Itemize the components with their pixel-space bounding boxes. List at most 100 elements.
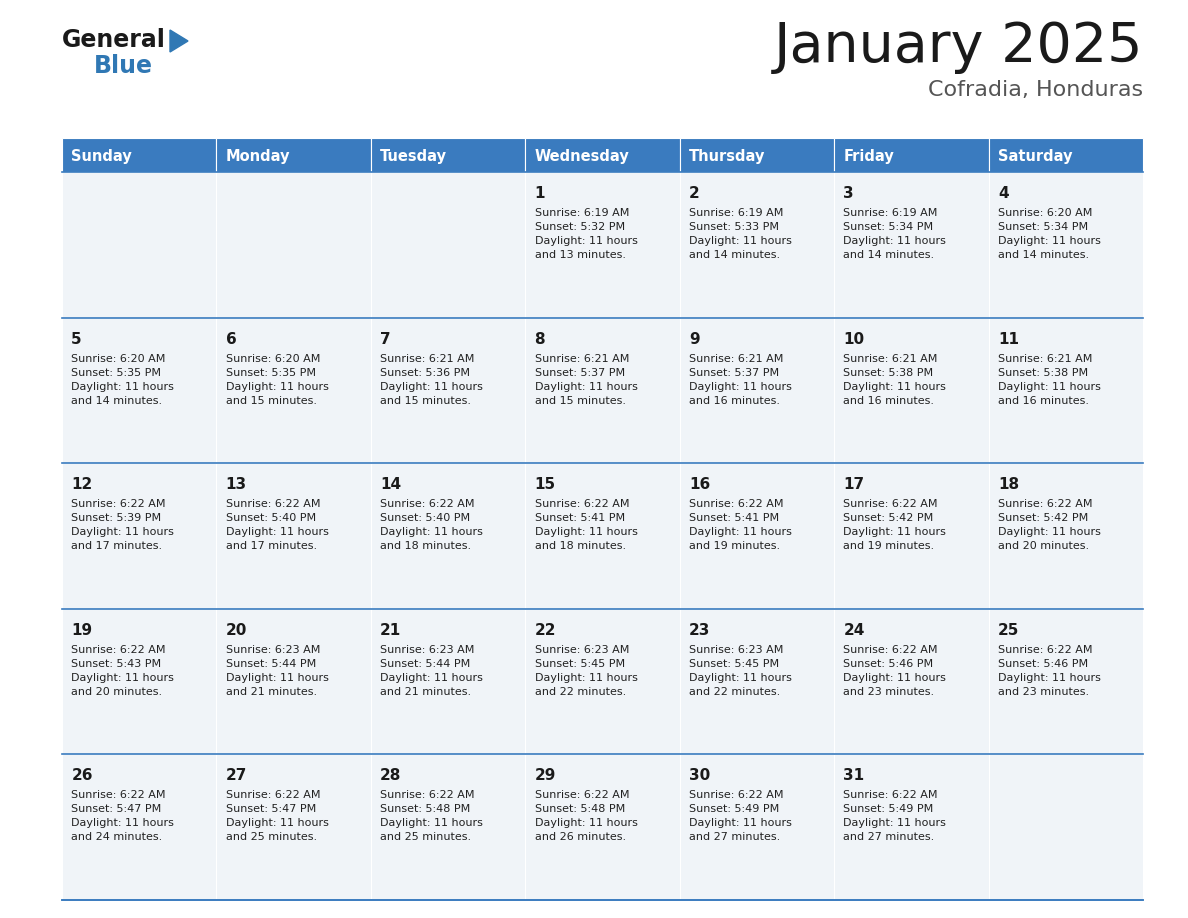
Text: Sunrise: 6:22 AM
Sunset: 5:39 PM
Daylight: 11 hours
and 17 minutes.: Sunrise: 6:22 AM Sunset: 5:39 PM Dayligh… bbox=[71, 499, 175, 551]
Bar bbox=[216, 318, 371, 464]
Bar bbox=[834, 755, 988, 900]
Text: Sunrise: 6:22 AM
Sunset: 5:41 PM
Daylight: 11 hours
and 19 minutes.: Sunrise: 6:22 AM Sunset: 5:41 PM Dayligh… bbox=[689, 499, 792, 551]
Text: 21: 21 bbox=[380, 622, 402, 638]
Text: 9: 9 bbox=[689, 331, 700, 347]
Bar bbox=[371, 138, 525, 172]
Text: 2: 2 bbox=[689, 186, 700, 201]
Text: 24: 24 bbox=[843, 622, 865, 638]
Text: Saturday: Saturday bbox=[998, 149, 1073, 163]
Text: 29: 29 bbox=[535, 768, 556, 783]
Bar bbox=[988, 138, 1143, 172]
Bar bbox=[525, 138, 680, 172]
Text: 19: 19 bbox=[71, 622, 93, 638]
Text: 22: 22 bbox=[535, 622, 556, 638]
Text: Sunrise: 6:23 AM
Sunset: 5:45 PM
Daylight: 11 hours
and 22 minutes.: Sunrise: 6:23 AM Sunset: 5:45 PM Dayligh… bbox=[689, 644, 792, 697]
Text: 5: 5 bbox=[71, 331, 82, 347]
Text: 17: 17 bbox=[843, 477, 865, 492]
Text: Sunrise: 6:22 AM
Sunset: 5:46 PM
Daylight: 11 hours
and 23 minutes.: Sunrise: 6:22 AM Sunset: 5:46 PM Dayligh… bbox=[843, 644, 947, 697]
Bar bbox=[371, 464, 525, 609]
Bar bbox=[988, 464, 1143, 609]
Bar bbox=[62, 609, 216, 755]
Text: 31: 31 bbox=[843, 768, 865, 783]
Text: 20: 20 bbox=[226, 622, 247, 638]
Text: Sunrise: 6:22 AM
Sunset: 5:47 PM
Daylight: 11 hours
and 24 minutes.: Sunrise: 6:22 AM Sunset: 5:47 PM Dayligh… bbox=[71, 790, 175, 843]
Text: 15: 15 bbox=[535, 477, 556, 492]
Text: Sunrise: 6:19 AM
Sunset: 5:34 PM
Daylight: 11 hours
and 14 minutes.: Sunrise: 6:19 AM Sunset: 5:34 PM Dayligh… bbox=[843, 208, 947, 260]
Bar bbox=[834, 609, 988, 755]
Text: 8: 8 bbox=[535, 331, 545, 347]
Text: 13: 13 bbox=[226, 477, 247, 492]
Text: Sunrise: 6:23 AM
Sunset: 5:44 PM
Daylight: 11 hours
and 21 minutes.: Sunrise: 6:23 AM Sunset: 5:44 PM Dayligh… bbox=[226, 644, 329, 697]
Text: Sunrise: 6:23 AM
Sunset: 5:44 PM
Daylight: 11 hours
and 21 minutes.: Sunrise: 6:23 AM Sunset: 5:44 PM Dayligh… bbox=[380, 644, 484, 697]
Text: 11: 11 bbox=[998, 331, 1019, 347]
Text: Wednesday: Wednesday bbox=[535, 149, 630, 163]
Text: Sunrise: 6:20 AM
Sunset: 5:34 PM
Daylight: 11 hours
and 14 minutes.: Sunrise: 6:20 AM Sunset: 5:34 PM Dayligh… bbox=[998, 208, 1101, 260]
Text: Sunrise: 6:22 AM
Sunset: 5:40 PM
Daylight: 11 hours
and 17 minutes.: Sunrise: 6:22 AM Sunset: 5:40 PM Dayligh… bbox=[226, 499, 329, 551]
Bar bbox=[834, 318, 988, 464]
Bar bbox=[62, 318, 216, 464]
Text: Sunrise: 6:22 AM
Sunset: 5:49 PM
Daylight: 11 hours
and 27 minutes.: Sunrise: 6:22 AM Sunset: 5:49 PM Dayligh… bbox=[689, 790, 792, 843]
Text: Monday: Monday bbox=[226, 149, 290, 163]
Bar bbox=[216, 172, 371, 318]
Text: 6: 6 bbox=[226, 331, 236, 347]
Text: January 2025: January 2025 bbox=[773, 20, 1143, 74]
Text: 3: 3 bbox=[843, 186, 854, 201]
Text: 10: 10 bbox=[843, 331, 865, 347]
Bar bbox=[216, 755, 371, 900]
Bar bbox=[525, 172, 680, 318]
Text: 14: 14 bbox=[380, 477, 402, 492]
Bar bbox=[371, 609, 525, 755]
Text: Sunrise: 6:22 AM
Sunset: 5:46 PM
Daylight: 11 hours
and 23 minutes.: Sunrise: 6:22 AM Sunset: 5:46 PM Dayligh… bbox=[998, 644, 1101, 697]
Bar bbox=[988, 172, 1143, 318]
Text: Sunrise: 6:21 AM
Sunset: 5:38 PM
Daylight: 11 hours
and 16 minutes.: Sunrise: 6:21 AM Sunset: 5:38 PM Dayligh… bbox=[843, 353, 947, 406]
Bar bbox=[834, 172, 988, 318]
Text: Sunrise: 6:23 AM
Sunset: 5:45 PM
Daylight: 11 hours
and 22 minutes.: Sunrise: 6:23 AM Sunset: 5:45 PM Dayligh… bbox=[535, 644, 638, 697]
Bar bbox=[62, 172, 216, 318]
Text: Sunrise: 6:22 AM
Sunset: 5:41 PM
Daylight: 11 hours
and 18 minutes.: Sunrise: 6:22 AM Sunset: 5:41 PM Dayligh… bbox=[535, 499, 638, 551]
Text: Sunrise: 6:19 AM
Sunset: 5:33 PM
Daylight: 11 hours
and 14 minutes.: Sunrise: 6:19 AM Sunset: 5:33 PM Dayligh… bbox=[689, 208, 792, 260]
Text: 1: 1 bbox=[535, 186, 545, 201]
Bar bbox=[62, 464, 216, 609]
Text: Sunrise: 6:20 AM
Sunset: 5:35 PM
Daylight: 11 hours
and 15 minutes.: Sunrise: 6:20 AM Sunset: 5:35 PM Dayligh… bbox=[226, 353, 329, 406]
Bar bbox=[371, 318, 525, 464]
Text: Sunrise: 6:21 AM
Sunset: 5:38 PM
Daylight: 11 hours
and 16 minutes.: Sunrise: 6:21 AM Sunset: 5:38 PM Dayligh… bbox=[998, 353, 1101, 406]
Text: Sunday: Sunday bbox=[71, 149, 132, 163]
Bar bbox=[988, 318, 1143, 464]
Text: 26: 26 bbox=[71, 768, 93, 783]
Bar bbox=[216, 138, 371, 172]
Bar bbox=[525, 755, 680, 900]
Bar bbox=[680, 138, 834, 172]
Text: 30: 30 bbox=[689, 768, 710, 783]
Polygon shape bbox=[170, 30, 188, 52]
Text: 23: 23 bbox=[689, 622, 710, 638]
Bar bbox=[216, 464, 371, 609]
Bar bbox=[525, 609, 680, 755]
Bar bbox=[525, 464, 680, 609]
Text: Sunrise: 6:21 AM
Sunset: 5:37 PM
Daylight: 11 hours
and 16 minutes.: Sunrise: 6:21 AM Sunset: 5:37 PM Dayligh… bbox=[689, 353, 792, 406]
Text: Sunrise: 6:19 AM
Sunset: 5:32 PM
Daylight: 11 hours
and 13 minutes.: Sunrise: 6:19 AM Sunset: 5:32 PM Dayligh… bbox=[535, 208, 638, 260]
Text: Sunrise: 6:22 AM
Sunset: 5:42 PM
Daylight: 11 hours
and 20 minutes.: Sunrise: 6:22 AM Sunset: 5:42 PM Dayligh… bbox=[998, 499, 1101, 551]
Text: 16: 16 bbox=[689, 477, 710, 492]
Text: Sunrise: 6:20 AM
Sunset: 5:35 PM
Daylight: 11 hours
and 14 minutes.: Sunrise: 6:20 AM Sunset: 5:35 PM Dayligh… bbox=[71, 353, 175, 406]
Text: 27: 27 bbox=[226, 768, 247, 783]
Bar bbox=[62, 138, 216, 172]
Text: Sunrise: 6:21 AM
Sunset: 5:37 PM
Daylight: 11 hours
and 15 minutes.: Sunrise: 6:21 AM Sunset: 5:37 PM Dayligh… bbox=[535, 353, 638, 406]
Bar bbox=[62, 755, 216, 900]
Bar bbox=[834, 138, 988, 172]
Text: Sunrise: 6:22 AM
Sunset: 5:42 PM
Daylight: 11 hours
and 19 minutes.: Sunrise: 6:22 AM Sunset: 5:42 PM Dayligh… bbox=[843, 499, 947, 551]
Text: 28: 28 bbox=[380, 768, 402, 783]
Bar bbox=[680, 609, 834, 755]
Text: Thursday: Thursday bbox=[689, 149, 765, 163]
Text: General: General bbox=[62, 28, 166, 52]
Bar bbox=[988, 755, 1143, 900]
Text: 18: 18 bbox=[998, 477, 1019, 492]
Bar bbox=[680, 464, 834, 609]
Bar bbox=[834, 464, 988, 609]
Bar bbox=[371, 755, 525, 900]
Text: Sunrise: 6:22 AM
Sunset: 5:40 PM
Daylight: 11 hours
and 18 minutes.: Sunrise: 6:22 AM Sunset: 5:40 PM Dayligh… bbox=[380, 499, 484, 551]
Text: Sunrise: 6:22 AM
Sunset: 5:48 PM
Daylight: 11 hours
and 25 minutes.: Sunrise: 6:22 AM Sunset: 5:48 PM Dayligh… bbox=[380, 790, 484, 843]
Text: 7: 7 bbox=[380, 331, 391, 347]
Bar bbox=[216, 609, 371, 755]
Text: 4: 4 bbox=[998, 186, 1009, 201]
Bar bbox=[988, 609, 1143, 755]
